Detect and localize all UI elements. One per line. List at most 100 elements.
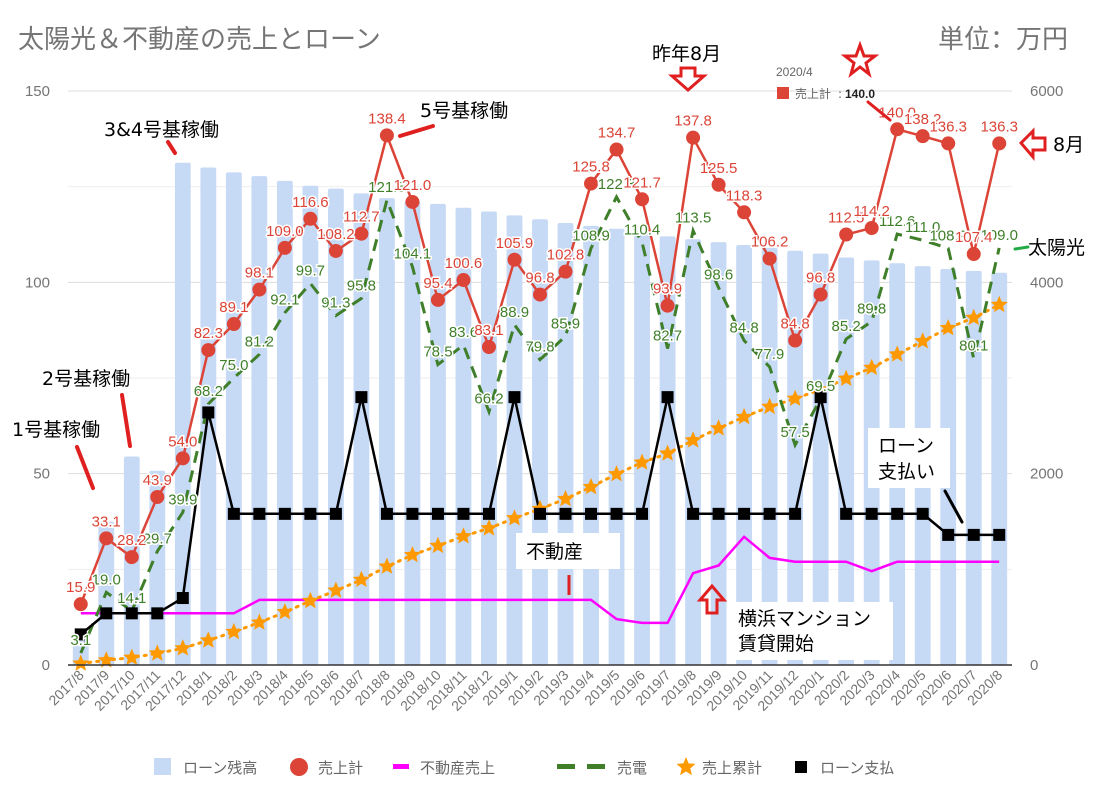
marker-square	[304, 507, 317, 520]
marker-star	[148, 644, 166, 661]
tooltip-date: 2020/4	[776, 65, 813, 79]
legend-item-loan-payment[interactable]: ローン支払	[795, 759, 894, 777]
legend-item-total-sales[interactable]: 売上計	[290, 758, 363, 777]
left-axis: 0 50 100 150	[25, 83, 50, 674]
data-label-total-sales: 121.0	[394, 177, 432, 194]
bar-loan-balance	[965, 270, 982, 665]
marker-star	[939, 319, 957, 336]
marker-star	[710, 419, 728, 436]
legend-label: 売上計	[318, 759, 363, 777]
marker-star	[199, 631, 217, 648]
data-label-total-sales: 96.8	[806, 270, 835, 287]
marker-circle	[226, 317, 241, 332]
marker-circle	[533, 287, 547, 302]
data-label-power-sales: 82.7	[653, 328, 682, 345]
legend-label: 不動産売上	[420, 759, 495, 777]
data-label-power-sales: 75.0	[219, 357, 248, 374]
left-arrow-icon	[1018, 127, 1047, 162]
data-label-power-sales: 29.7	[143, 530, 172, 547]
data-label-power-sales: 112.6	[879, 213, 915, 230]
data-label-total-sales: 118.3	[726, 187, 762, 204]
bar-loan-balance	[404, 201, 421, 665]
data-label-total-sales: 95.4	[423, 275, 452, 292]
data-label-power-sales: 110.4	[624, 222, 660, 239]
data-label-power-sales: 92.1	[270, 292, 299, 309]
bar-loan-balance	[379, 198, 395, 665]
data-label-total-sales: 28.2	[117, 532, 146, 549]
marker-square	[151, 607, 164, 620]
marker-square	[380, 507, 393, 520]
marker-star	[786, 389, 804, 406]
annotation-solar: 太陽光	[1028, 237, 1085, 259]
marker-square	[661, 391, 674, 404]
marker-star	[276, 603, 294, 620]
series-markers	[72, 122, 1008, 671]
marker-square	[763, 507, 776, 520]
bar-loan-balance	[761, 247, 778, 666]
marker-square	[891, 507, 904, 520]
marker-star	[480, 519, 498, 536]
marker-square	[227, 507, 240, 520]
marker-star	[735, 407, 753, 425]
legend-swatch-square	[795, 761, 807, 773]
annotation-unit1-pointer	[75, 445, 95, 490]
marker-circle	[788, 333, 803, 348]
x-axis-ticks: 2017/82017/92017/102017/112017/122018/12…	[45, 667, 1005, 714]
tooltip-colon: :	[838, 87, 842, 101]
legend-item-realestate-sales[interactable]: 不動産売上	[393, 759, 495, 777]
data-label-power-sales: 108.9	[929, 227, 967, 244]
data-label-total-sales: 136.3	[980, 118, 1018, 135]
marker-square	[406, 507, 419, 520]
marker-circle	[839, 227, 854, 242]
data-label-total-sales: 109.0	[266, 223, 304, 240]
marker-circle	[635, 192, 650, 207]
data-label-total-sales: 54.0	[168, 433, 197, 450]
marker-star	[633, 453, 651, 470]
bar-loan-balance	[455, 207, 472, 666]
marker-star	[659, 444, 677, 461]
data-label-total-sales: 84.8	[781, 315, 810, 332]
data-label-total-sales: 100.6	[445, 255, 483, 272]
marker-circle	[456, 273, 471, 288]
marker-circle	[99, 531, 114, 546]
legend-item-power-sales[interactable]: 売電	[557, 759, 647, 777]
marker-square	[176, 592, 189, 605]
legend-item-loan-balance[interactable]: ローン残高	[154, 758, 257, 777]
annotation-unit1: 1号基稼働	[12, 419, 100, 441]
bar-loan-balance	[608, 228, 625, 665]
data-label-total-sales: 102.8	[547, 247, 585, 264]
marker-star	[761, 397, 779, 415]
data-label-power-sales: 66.2	[474, 391, 503, 408]
marker-square	[100, 607, 113, 620]
annotation-realestate-box	[516, 533, 620, 569]
marker-star	[250, 613, 268, 630]
data-label-power-sales: 98.6	[704, 267, 733, 284]
right-tick-label: 0	[1030, 657, 1038, 674]
marker-circle	[507, 252, 522, 267]
marker-star	[301, 591, 319, 609]
annotation-unit34-pointer	[166, 140, 177, 155]
data-label-total-sales: 112.5	[828, 210, 864, 227]
data-label-total-sales: 106.2	[751, 234, 789, 251]
marker-circle	[124, 550, 139, 565]
data-label-power-sales: 85.2	[832, 318, 861, 335]
right-tick-label: 4000	[1030, 274, 1063, 291]
marker-circle	[201, 343, 216, 358]
data-label-power-sales: 109.0	[980, 227, 1018, 244]
legend-label: ローン支払	[820, 759, 894, 777]
bar-loan-balance	[174, 162, 191, 665]
data-label-power-sales: 99.7	[296, 262, 325, 279]
marker-star	[582, 478, 600, 495]
bar-loan-balance	[353, 193, 370, 665]
data-labels: 3.1 19.0 14.1 29.7 39.9 68.2 75.0 81.2 92.1 99.7 9…	[65, 103, 1020, 651]
marker-circle	[73, 597, 88, 612]
annotation-august: 8月	[1053, 134, 1084, 156]
marker-square	[814, 391, 827, 404]
legend-item-cumulative-sales[interactable]: 売上累計	[676, 757, 763, 777]
legend-label: 売上累計	[702, 759, 762, 777]
annotations: 1号基稼働 2号基稼働 3&4号基稼働 5号基稼働 昨年8月 8月 太陽光 不動…	[12, 40, 1085, 660]
marker-square	[840, 507, 853, 520]
left-tick-label: 100	[25, 274, 50, 291]
marker-circle	[609, 142, 624, 157]
legend-swatch-square	[154, 758, 171, 775]
